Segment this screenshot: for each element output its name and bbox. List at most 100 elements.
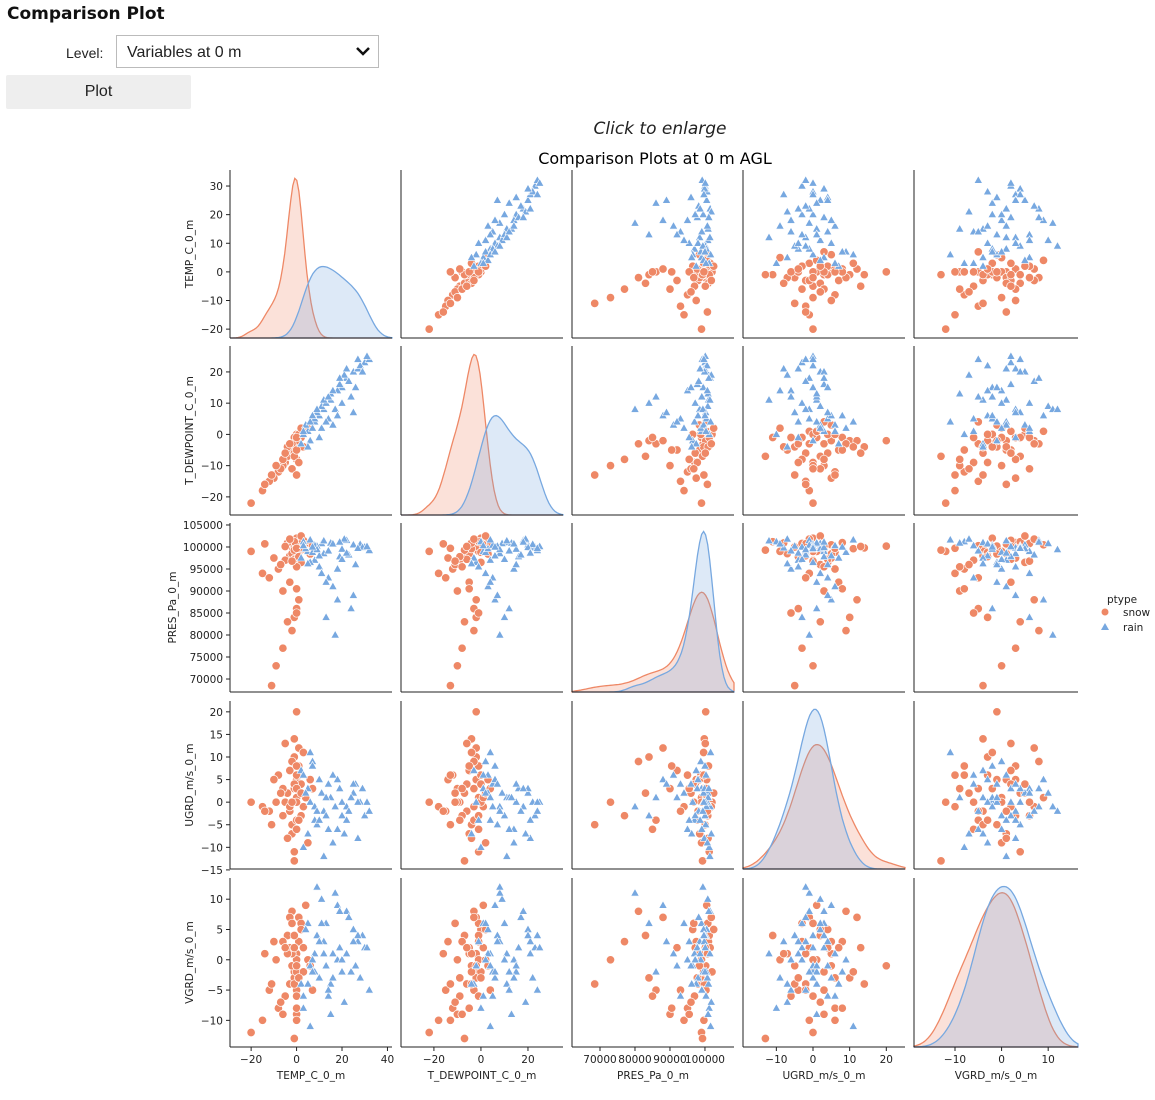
point-snow (282, 451, 293, 461)
point-rain (982, 220, 993, 230)
point-snow (819, 1009, 829, 1019)
point-snow (936, 270, 946, 280)
point-rain (504, 603, 514, 612)
point-snow (1029, 275, 1039, 286)
point-rain (523, 542, 533, 551)
point-snow (786, 991, 796, 1001)
point-rain (334, 783, 345, 792)
point-rain (478, 769, 489, 779)
point-rain (504, 824, 514, 833)
point-rain (1010, 189, 1021, 198)
point-snow (812, 540, 822, 550)
point-snow (779, 949, 789, 959)
point-snow (693, 806, 703, 816)
point-snow (445, 770, 455, 780)
point-rain (822, 960, 833, 970)
point-snow (307, 541, 318, 551)
point-snow (640, 278, 651, 288)
point-snow (1034, 756, 1044, 767)
point-rain (328, 837, 338, 847)
point-rain (480, 568, 491, 577)
page-title: Comparison Plot (7, 4, 165, 24)
point-snow (294, 552, 304, 562)
x-tick-label: 10 (843, 1054, 856, 1066)
point-rain (509, 972, 519, 982)
point-rain (490, 550, 500, 560)
point-snow (667, 761, 677, 771)
plot-button[interactable]: Plot (6, 75, 191, 109)
point-rain (693, 806, 704, 815)
point-snow (1034, 273, 1044, 283)
point-rain (697, 806, 707, 815)
point-rain (296, 438, 306, 448)
point-snow (973, 267, 983, 277)
point-snow (1001, 833, 1011, 843)
point-snow (282, 442, 293, 452)
point-rain (483, 220, 493, 230)
point-snow (1020, 261, 1030, 271)
point-snow (992, 436, 1002, 446)
point-rain (651, 792, 661, 801)
point-snow (1011, 295, 1021, 306)
point-snow (280, 991, 290, 1001)
point-snow (705, 943, 715, 953)
point-snow (819, 267, 829, 277)
point-rain (1043, 235, 1053, 244)
point-snow (997, 793, 1007, 803)
point-rain (705, 373, 715, 382)
point-snow (686, 788, 696, 798)
point-rain (705, 394, 715, 404)
point-rain (822, 407, 833, 416)
panel-2-4 (913, 523, 1078, 693)
point-rain (698, 787, 709, 797)
point-rain (316, 894, 327, 903)
y-tick-label: 20 (210, 367, 223, 379)
point-rain (973, 175, 984, 184)
point-snow (703, 432, 714, 443)
point-rain (800, 549, 811, 559)
point-rain (800, 232, 811, 241)
point-snow (476, 264, 486, 274)
point-snow (619, 811, 630, 821)
point-snow (471, 707, 481, 717)
point-rain (786, 545, 796, 555)
point-rain (298, 1003, 309, 1012)
point-rain (644, 810, 654, 819)
point-rain (1006, 783, 1016, 792)
point-rain (325, 792, 336, 801)
point-snow (1020, 779, 1030, 789)
point-rain (705, 232, 715, 241)
point-rain (300, 924, 311, 933)
point-rain (502, 792, 512, 801)
point-snow (959, 467, 969, 477)
point-rain (819, 212, 829, 221)
point-snow (469, 534, 479, 544)
point-snow (280, 448, 290, 458)
point-rain (518, 203, 529, 213)
point-snow (469, 604, 479, 614)
level-select[interactable]: Variables at 0 m (116, 35, 379, 68)
point-snow (452, 955, 462, 965)
point-snow (289, 1033, 299, 1044)
point-rain (693, 774, 703, 783)
point-snow (298, 442, 308, 452)
enlarge-hint[interactable]: Click to enlarge (593, 119, 727, 139)
point-snow (469, 967, 479, 977)
point-snow (441, 573, 451, 583)
point-snow (804, 535, 814, 545)
point-rain (1052, 240, 1063, 250)
point-rain (478, 540, 489, 549)
point-rain (690, 954, 700, 964)
point-rain (355, 539, 365, 548)
point-rain (480, 918, 491, 927)
point-rain (811, 229, 822, 238)
x-axis-label: UGRD_m/s_0_m (782, 1070, 865, 1082)
point-rain (686, 828, 697, 838)
point-rain (328, 581, 338, 590)
point-snow (950, 486, 960, 496)
point-snow (997, 661, 1007, 671)
point-snow (823, 429, 833, 439)
